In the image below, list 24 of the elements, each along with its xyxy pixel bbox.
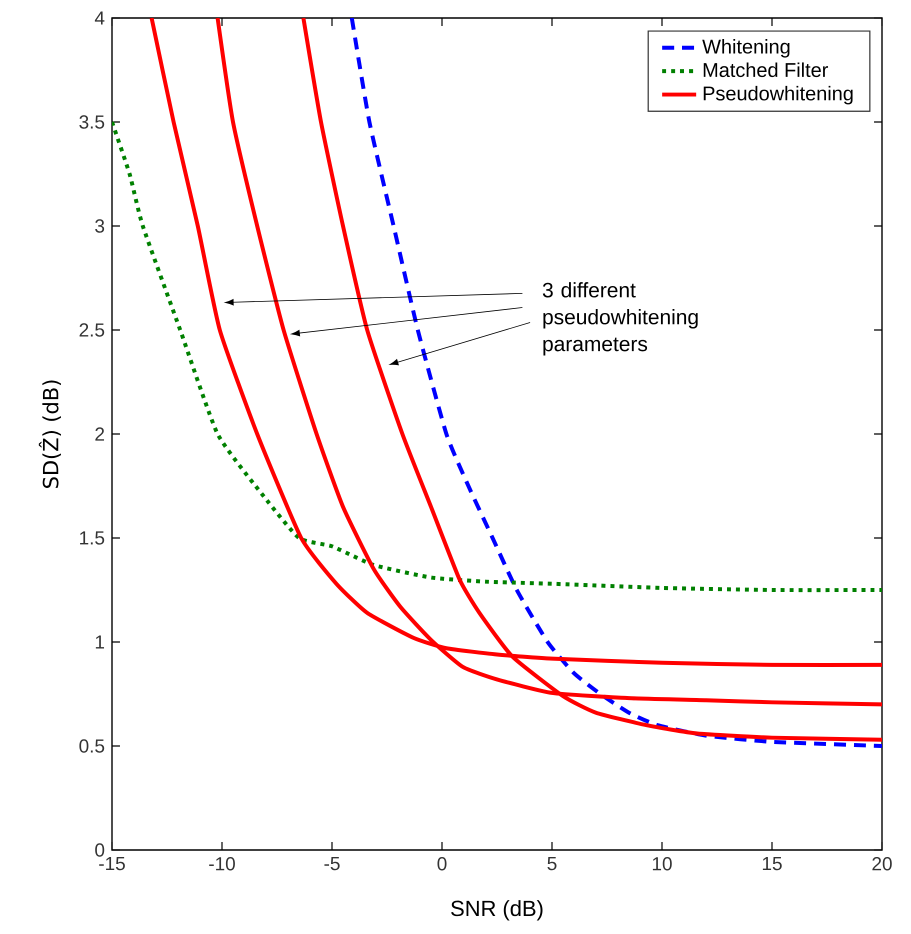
y-tick-label: 1 xyxy=(96,635,104,649)
x-tick-label: -10 xyxy=(209,857,235,870)
x-tick-label: 5 xyxy=(547,857,556,870)
x-tick-label: -15 xyxy=(99,857,125,870)
y-axis-title: SD(Ẑ) (dB) xyxy=(38,380,61,488)
y-tick-label: 0 xyxy=(95,843,104,857)
y-tick-label: 4 xyxy=(94,11,104,24)
y-tick-label: 2 xyxy=(95,427,104,441)
x-tick-label: 15 xyxy=(762,857,782,870)
x-tick-label: 10 xyxy=(652,857,672,870)
y-tick-label: 0.5 xyxy=(79,739,104,753)
legend-label: Matched Filter xyxy=(704,62,828,78)
x-axis-title: SNR (dB) xyxy=(451,900,542,920)
line-series xyxy=(112,120,882,592)
y-tick-label: 3.5 xyxy=(79,115,104,129)
y-tick-label: 1.5 xyxy=(80,531,104,545)
x-tick-label: -5 xyxy=(324,857,340,870)
y-tick-label: 3 xyxy=(95,219,104,233)
legend-label: Pseudowhitening xyxy=(704,86,853,104)
y-tick-label: 2.5 xyxy=(80,323,104,337)
legend-label: Whitening xyxy=(702,39,790,58)
annotation: 3 different pseudowhitening parameters xyxy=(542,282,698,356)
x-tick-label: 0 xyxy=(437,857,447,870)
x-tick-label: 20 xyxy=(872,857,892,870)
